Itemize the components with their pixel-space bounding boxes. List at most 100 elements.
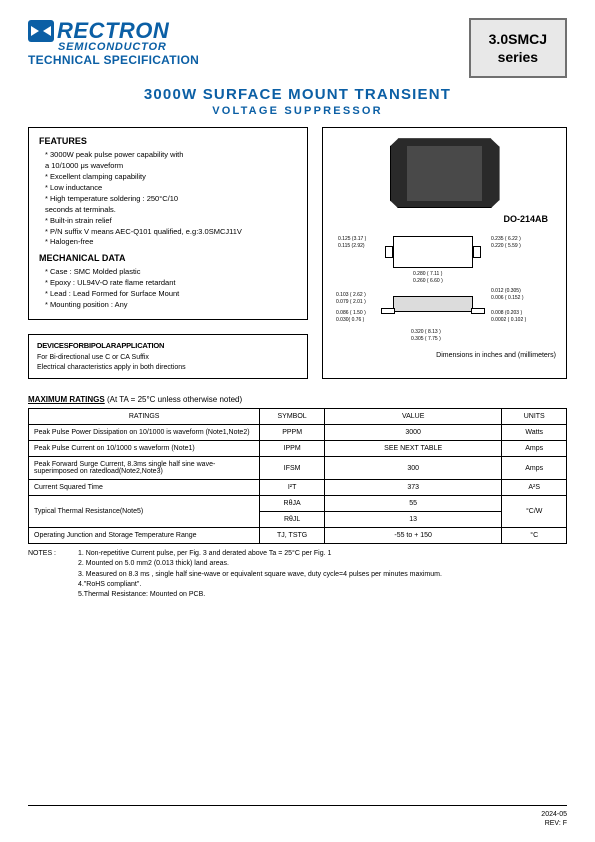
mid-row: FEATURES * 3000W peak pulse power capabi… bbox=[28, 127, 567, 379]
table-row: Peak Pulse Power Dissipation on 10/1000 … bbox=[29, 425, 567, 441]
rating-cell: Peak Forward Surge Current, 8.3ms single… bbox=[29, 457, 260, 480]
rating-cell: Operating Junction and Storage Temperatu… bbox=[29, 528, 260, 544]
header-row: RECTRON SEMICONDUCTOR TECHNICAL SPECIFIC… bbox=[28, 18, 567, 78]
title-sub: VOLTAGE SUPPRESSOR bbox=[28, 105, 567, 117]
mech-item: * Case : SMC Molded plastic bbox=[39, 267, 297, 278]
feature-item: a 10/1000 μs waveform bbox=[39, 161, 297, 172]
col-header: VALUE bbox=[324, 409, 502, 425]
dim-text: 0.260 ( 6.60 ) bbox=[413, 278, 443, 284]
footer-date: 2024-05 bbox=[541, 811, 567, 819]
ratings-table: RATINGS SYMBOL VALUE UNITS Peak Pulse Po… bbox=[28, 408, 567, 544]
dim-text: 0.280 ( 7.11 ) bbox=[413, 271, 442, 277]
notes-block: NOTES : 1. Non-repetitive Current pulse,… bbox=[28, 549, 567, 600]
value-cell: 373 bbox=[324, 480, 502, 496]
dim-text: 0.0002 ( 0.102 ) bbox=[491, 317, 526, 323]
table-row: Peak Forward Surge Current, 8.3ms single… bbox=[29, 457, 567, 480]
col-header: SYMBOL bbox=[260, 409, 325, 425]
rating-cell: Current Squared Time bbox=[29, 480, 260, 496]
features-heading: FEATURES bbox=[39, 136, 297, 146]
dim-text: 0.012 (0.305) bbox=[491, 288, 521, 294]
unit-cell: °C/W bbox=[502, 496, 567, 528]
unit-cell: Amps bbox=[502, 457, 567, 480]
dim-text: 0.235 ( 6.22 ) bbox=[491, 236, 521, 242]
notes-label: NOTES : bbox=[28, 549, 76, 559]
dim-text: 0.006 ( 0.152 ) bbox=[491, 295, 524, 301]
mech-item: * Lead : Lead Formed for Surface Mount bbox=[39, 289, 297, 300]
col-header: RATINGS bbox=[29, 409, 260, 425]
brand-sub: SEMICONDUCTOR bbox=[58, 41, 199, 53]
package-image bbox=[390, 138, 500, 208]
rectron-logo-icon bbox=[28, 20, 54, 42]
dim-text: 0.103 ( 2.62 ) bbox=[336, 292, 366, 298]
dim-text: 0.079 ( 2.01 ) bbox=[336, 299, 366, 305]
mech-heading: MECHANICAL DATA bbox=[39, 253, 297, 263]
feature-item: * 3000W peak pulse power capability with bbox=[39, 150, 297, 161]
package-box: DO-214AB 0.125 (3.17 ) 0.115 (2.92) 0.23… bbox=[322, 127, 567, 379]
series-line1: 3.0SMCJ bbox=[489, 30, 547, 48]
col-header: UNITS bbox=[502, 409, 567, 425]
rating-cell: Peak Pulse Power Dissipation on 10/1000 … bbox=[29, 425, 260, 441]
note-item: 1. Non-repetitive Current pulse, per Fig… bbox=[78, 550, 331, 557]
dim-text: 0.086 ( 1.50 ) bbox=[336, 310, 366, 316]
footer-rev: REV: F bbox=[541, 820, 567, 828]
mech-item: * Mounting position : Any bbox=[39, 300, 297, 311]
feature-item: * Halogen-free bbox=[39, 237, 297, 248]
max-ratings-cond: (At TA = 25°C unless otherwise noted) bbox=[105, 395, 242, 404]
symbol-cell: IPPM bbox=[260, 441, 325, 457]
dim-text: 0.115 (2.92) bbox=[338, 243, 365, 249]
mech-item: * Epoxy : UL94V-O rate flame retardant bbox=[39, 278, 297, 289]
feature-item: * High temperature soldering : 250°C/10 bbox=[39, 194, 297, 205]
logo-block: RECTRON SEMICONDUCTOR TECHNICAL SPECIFIC… bbox=[28, 18, 199, 67]
dim-text: 0.320 ( 8.13 ) bbox=[411, 329, 441, 335]
value-cell: SEE NEXT TABLE bbox=[324, 441, 502, 457]
symbol-cell: I²T bbox=[260, 480, 325, 496]
table-row: Current Squared Time I²T 373 A²S bbox=[29, 480, 567, 496]
unit-cell: Amps bbox=[502, 441, 567, 457]
footer-divider bbox=[28, 805, 567, 806]
tech-spec-label: TECHNICAL SPECIFICATION bbox=[28, 53, 199, 67]
dimension-diagram: 0.125 (3.17 ) 0.115 (2.92) 0.235 ( 6.22 … bbox=[333, 234, 556, 344]
symbol-cell: RθJL bbox=[260, 512, 325, 528]
unit-cell: °C bbox=[502, 528, 567, 544]
dim-text: 0.220 ( 5.59 ) bbox=[491, 243, 521, 249]
notes-body: 1. Non-repetitive Current pulse, per Fig… bbox=[78, 549, 565, 600]
unit-cell: Watts bbox=[502, 425, 567, 441]
value-cell: 55 bbox=[324, 496, 502, 512]
rating-cell: Typical Thermal Resistance(Note5) bbox=[29, 496, 260, 528]
dims-caption: Dimensions in inches and (millimeters) bbox=[333, 352, 556, 359]
rating-cell: Peak Pulse Current on 10/1000 s waveform… bbox=[29, 441, 260, 457]
value-cell: 3000 bbox=[324, 425, 502, 441]
package-label: DO-214AB bbox=[503, 214, 548, 224]
bipolar-line: For Bi-directional use C or CA Suffix bbox=[37, 353, 299, 363]
note-item: 4."RoHS compliant". bbox=[78, 581, 141, 588]
feature-item: * Low inductance bbox=[39, 183, 297, 194]
footer: 2024-05 REV: F bbox=[541, 811, 567, 828]
symbol-cell: PPPM bbox=[260, 425, 325, 441]
symbol-cell: IFSM bbox=[260, 457, 325, 480]
max-ratings-header: MAXIMUM RATINGS (At TA = 25°C unless oth… bbox=[28, 395, 567, 404]
symbol-cell: TJ, TSTG bbox=[260, 528, 325, 544]
note-item: 2. Mounted on 5.0 mm2 (0.013 thick) land… bbox=[78, 560, 229, 567]
feature-item: * Built-in strain relief bbox=[39, 216, 297, 227]
dim-text: 0.125 (3.17 ) bbox=[338, 236, 366, 242]
dim-text: 0.305 ( 7.75 ) bbox=[411, 336, 441, 342]
feature-item: seconds at terminals. bbox=[39, 205, 297, 216]
feature-item: * Excellent clamping capability bbox=[39, 172, 297, 183]
value-cell: 13 bbox=[324, 512, 502, 528]
title-block: 3000W SURFACE MOUNT TRANSIENT VOLTAGE SU… bbox=[28, 86, 567, 117]
feature-item: * P/N suffix V means AEC-Q101 qualified,… bbox=[39, 227, 297, 238]
symbol-cell: RθJA bbox=[260, 496, 325, 512]
bipolar-box: DEVICESFORBIPOLARAPPLICATION For Bi-dire… bbox=[28, 334, 308, 380]
dim-text: 0.008 (0.203 ) bbox=[491, 310, 522, 316]
table-header-row: RATINGS SYMBOL VALUE UNITS bbox=[29, 409, 567, 425]
title-main: 3000W SURFACE MOUNT TRANSIENT bbox=[28, 86, 567, 103]
series-line2: series bbox=[489, 48, 547, 66]
features-box: FEATURES * 3000W peak pulse power capabi… bbox=[28, 127, 308, 319]
value-cell: 300 bbox=[324, 457, 502, 480]
left-column: FEATURES * 3000W peak pulse power capabi… bbox=[28, 127, 308, 379]
value-cell: -55 to + 150 bbox=[324, 528, 502, 544]
max-ratings-label: MAXIMUM RATINGS bbox=[28, 395, 105, 404]
dim-text: 0.030( 0.76 ) bbox=[336, 317, 364, 323]
table-row: Operating Junction and Storage Temperatu… bbox=[29, 528, 567, 544]
note-item: 5.Thermal Resistance: Mounted on PCB. bbox=[78, 591, 205, 598]
